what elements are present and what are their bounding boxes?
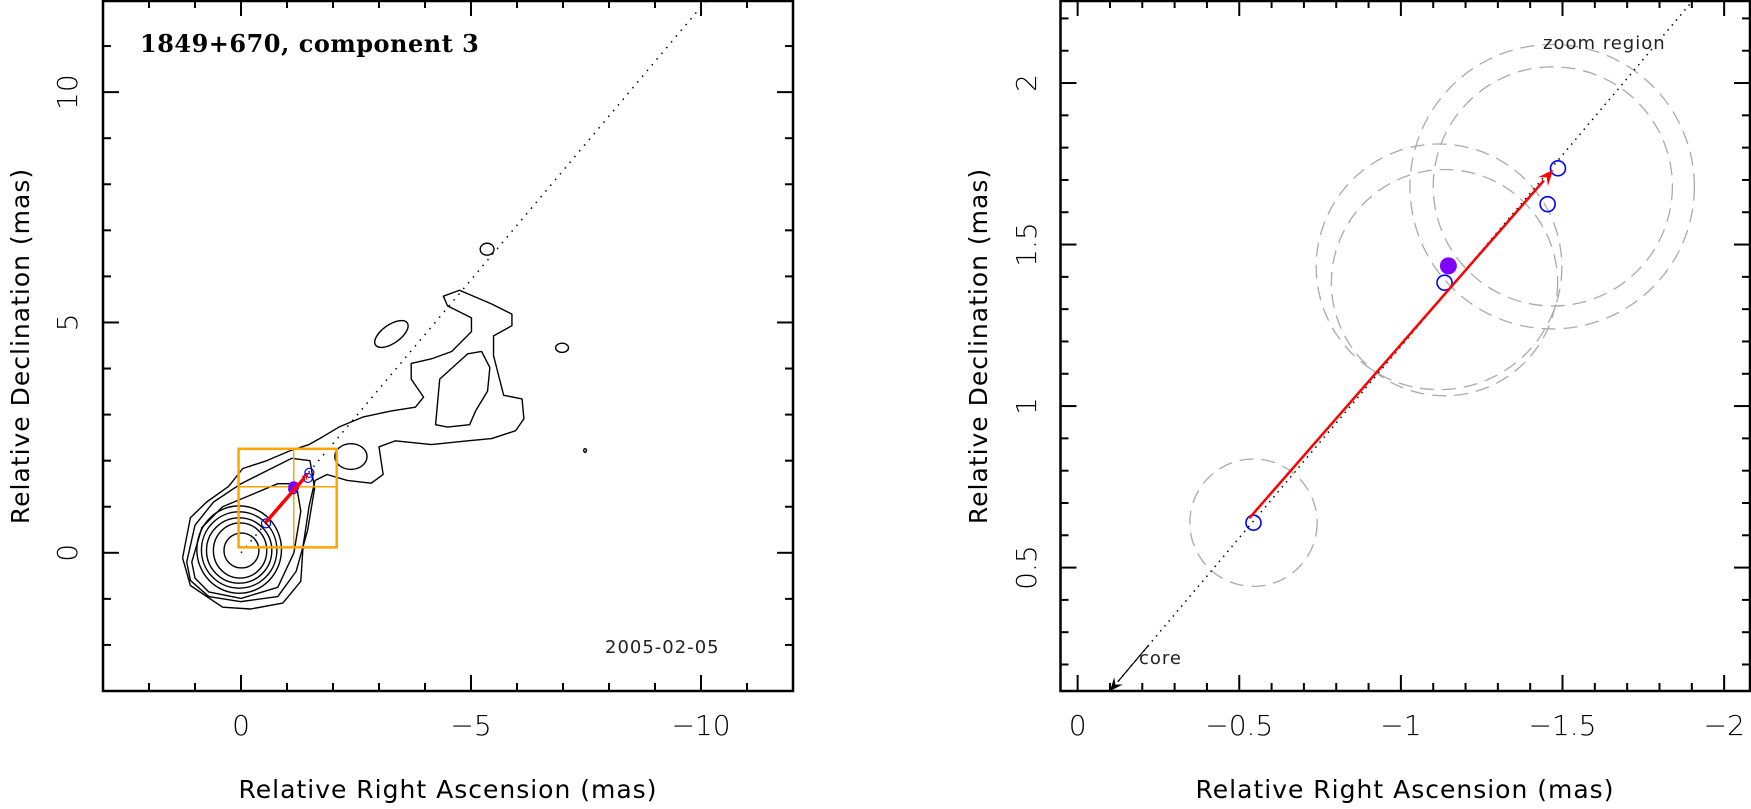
y-tick-label: 0 <box>51 544 84 562</box>
contour-line <box>374 319 409 349</box>
component-position-marker <box>1436 274 1453 291</box>
position-error-circle <box>1432 66 1674 307</box>
x-tick-label: −2 <box>1703 709 1744 742</box>
component-position-marker <box>1245 514 1262 531</box>
contour-line <box>554 342 570 354</box>
x-tick-label: −0.5 <box>1205 709 1273 742</box>
x-tick-label: 0 <box>232 709 250 742</box>
position-error-circle <box>1409 43 1696 330</box>
contour-line <box>583 447 588 454</box>
jet-axis-line <box>240 0 708 554</box>
x-tick-label: −1.5 <box>1529 709 1597 742</box>
mean-position-marker <box>1439 257 1457 275</box>
right-x-axis-label: Relative Right Ascension (mas) <box>1196 775 1615 804</box>
right-panel-zoom-region: 0 −0.5 −1 −1.5 −2 0.5 1 1.5 2 <box>1010 0 1751 742</box>
y-tick-label: 0.5 <box>1010 545 1043 590</box>
contour-line <box>223 532 260 569</box>
contour-line <box>212 522 268 579</box>
y-tick-label: 10 <box>51 74 84 110</box>
left-y-axis-label: Relative Declination (mas) <box>6 168 35 524</box>
motion-arrow-shaft <box>264 477 306 524</box>
x-tick-label: 0 <box>1069 709 1087 742</box>
component-position-marker <box>260 518 272 529</box>
x-tick-label: −5 <box>450 709 491 742</box>
right-y-axis-label: Relative Declination (mas) <box>964 168 993 524</box>
motion-arrow-head <box>1538 169 1554 186</box>
contour-line <box>181 289 525 610</box>
x-tick-label: −1 <box>1380 709 1421 742</box>
motion-arrow-shaft <box>1248 179 1545 519</box>
contour-line <box>434 350 491 428</box>
zoom-region-annotation: zoom region <box>1543 33 1666 54</box>
plot-frame <box>1059 0 1751 693</box>
y-tick-label: 2 <box>1010 74 1043 92</box>
plot-title: 1849+670, component 3 <box>140 29 479 58</box>
left-x-axis-label: Relative Right Ascension (mas) <box>239 775 658 804</box>
component-position-marker <box>304 467 315 478</box>
jet-axis-line <box>1109 0 1695 691</box>
contour-line <box>186 457 316 603</box>
position-error-circle <box>1189 458 1318 588</box>
plot-frame <box>101 0 795 693</box>
y-tick-label: 1.5 <box>1010 222 1043 267</box>
position-error-circle <box>1315 143 1563 391</box>
position-error-circle <box>1330 168 1559 397</box>
y-tick-label: 5 <box>51 314 84 332</box>
component-position-marker <box>1539 195 1556 213</box>
left-plot-area <box>181 0 708 610</box>
core-direction-arrow-shaft <box>1117 644 1150 683</box>
core-label: core <box>1139 648 1182 669</box>
right-plot-area <box>1109 0 1696 691</box>
core-direction-arrow-head <box>1109 677 1123 691</box>
component-position-marker <box>1549 160 1567 177</box>
contour-line <box>191 483 302 600</box>
left-panel-contour-map: 0 −5 −10 0 5 10 <box>51 0 795 742</box>
contour-line <box>479 242 495 256</box>
epoch-date-label: 2005-02-05 <box>605 637 720 658</box>
motion-arrow-head <box>301 473 309 482</box>
y-tick-label: 1 <box>1010 397 1043 415</box>
zoom-region-box <box>237 447 338 549</box>
x-tick-label: −10 <box>671 709 730 742</box>
contour-line <box>334 442 368 471</box>
